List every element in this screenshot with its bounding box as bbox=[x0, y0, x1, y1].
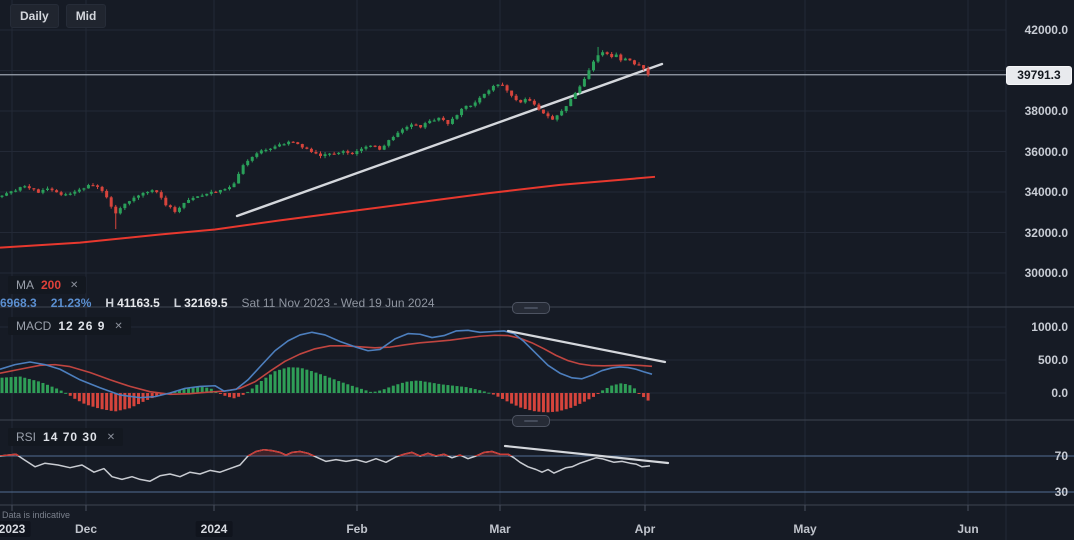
macd-signal-line bbox=[0, 334, 653, 396]
price-axis-label: 34000.0 bbox=[1024, 185, 1068, 199]
time-axis-label-mar: Mar bbox=[489, 522, 511, 536]
macd-indicator-params: 12 26 9 bbox=[58, 319, 106, 333]
rsi-trendline-drawing[interactable] bbox=[503, 444, 670, 465]
rsi-pane-resize-handle[interactable] bbox=[512, 415, 550, 427]
time-axis-label-2024: 2024 bbox=[195, 521, 233, 537]
data-indicative-note: Data is indicative bbox=[2, 510, 71, 520]
timeframe-toolbar: Daily Mid bbox=[10, 4, 107, 28]
ma-indicator-period: 200 bbox=[41, 278, 62, 292]
time-axis-label-apr: Apr bbox=[634, 522, 656, 536]
price-axis-label: 36000.0 bbox=[1024, 144, 1068, 159]
macd-pane-resize-handle[interactable] bbox=[512, 302, 550, 314]
rsi-indicator-params: 14 70 30 bbox=[43, 430, 98, 444]
price-axis-label: 42000.0 bbox=[1024, 23, 1068, 37]
rsi-line bbox=[0, 448, 651, 482]
time-axis-label-may: May bbox=[793, 522, 817, 536]
timeframe-button-daily[interactable]: Daily bbox=[10, 4, 59, 28]
time-axis-label-dec: Dec bbox=[74, 522, 98, 536]
stat-low-label: L bbox=[173, 296, 182, 310]
macd-main-line bbox=[0, 329, 653, 399]
rsi-overbought-segments bbox=[0, 448, 650, 456]
macd-close-icon[interactable]: ✕ bbox=[114, 320, 123, 332]
rsi-axis-label: 30 bbox=[1054, 485, 1068, 499]
stat-high-label: H bbox=[105, 296, 115, 310]
macd-trendline-drawing[interactable] bbox=[506, 329, 667, 364]
time-axis-label-2023: 2023 bbox=[0, 521, 31, 537]
candlestick-series bbox=[0, 46, 650, 230]
price-axis-label: 30000.0 bbox=[1024, 266, 1068, 280]
rsi-indicator-name: RSI bbox=[16, 430, 37, 444]
macd-axis-label: 500.0 bbox=[1037, 353, 1068, 367]
rsi-close-icon[interactable]: ✕ bbox=[106, 431, 116, 443]
timeframe-button-mid[interactable]: Mid bbox=[65, 4, 107, 28]
stat-change-value: 6968.3 bbox=[0, 296, 37, 310]
rsi-indicator-legend[interactable]: RSI 14 70 30 ✕ bbox=[8, 428, 124, 446]
stat-low-value: 32169.5 bbox=[184, 296, 228, 310]
stat-date-range: Sat 11 Nov 2023 - Wed 19 Jun 2024 bbox=[241, 296, 435, 310]
rsi-axis-label: 70 bbox=[1054, 449, 1068, 463]
ma-indicator-legend[interactable]: MA 200 ✕ bbox=[8, 276, 87, 294]
price-axis-label: 32000.0 bbox=[1024, 225, 1068, 240]
ma-close-icon[interactable]: ✕ bbox=[70, 279, 79, 291]
last-price-label: 39791.3 bbox=[1006, 65, 1072, 85]
grid-lines bbox=[0, 0, 1007, 540]
time-axis-label-jun: Jun bbox=[957, 522, 979, 536]
macd-axis-label: 1000.0 bbox=[1031, 320, 1068, 334]
stat-period-low: L 32169.5 bbox=[174, 296, 228, 310]
rsi-band-lines bbox=[0, 455, 1074, 493]
stat-change-percent: 21.23% bbox=[50, 296, 92, 310]
time-axis-label-feb: Feb bbox=[346, 522, 368, 536]
ma200-line[interactable] bbox=[0, 175, 656, 249]
instrument-stats-row: 6968.3 21.23% H 41163.5 L 32169.5 Sat 11 N… bbox=[0, 296, 435, 310]
ma-indicator-name: MA bbox=[16, 278, 34, 292]
price-trendline-drawing[interactable] bbox=[235, 62, 664, 218]
stat-period-high: H 41163.5 bbox=[105, 296, 159, 310]
price-axis-label: 38000.0 bbox=[1024, 104, 1068, 118]
macd-indicator-legend[interactable]: MACD 12 26 9 ✕ bbox=[8, 317, 131, 335]
stat-high-value: 41163.5 bbox=[117, 296, 160, 310]
macd-histogram bbox=[0, 367, 650, 413]
macd-indicator-name: MACD bbox=[16, 319, 52, 333]
macd-axis-label: 0.0 bbox=[1051, 386, 1068, 400]
